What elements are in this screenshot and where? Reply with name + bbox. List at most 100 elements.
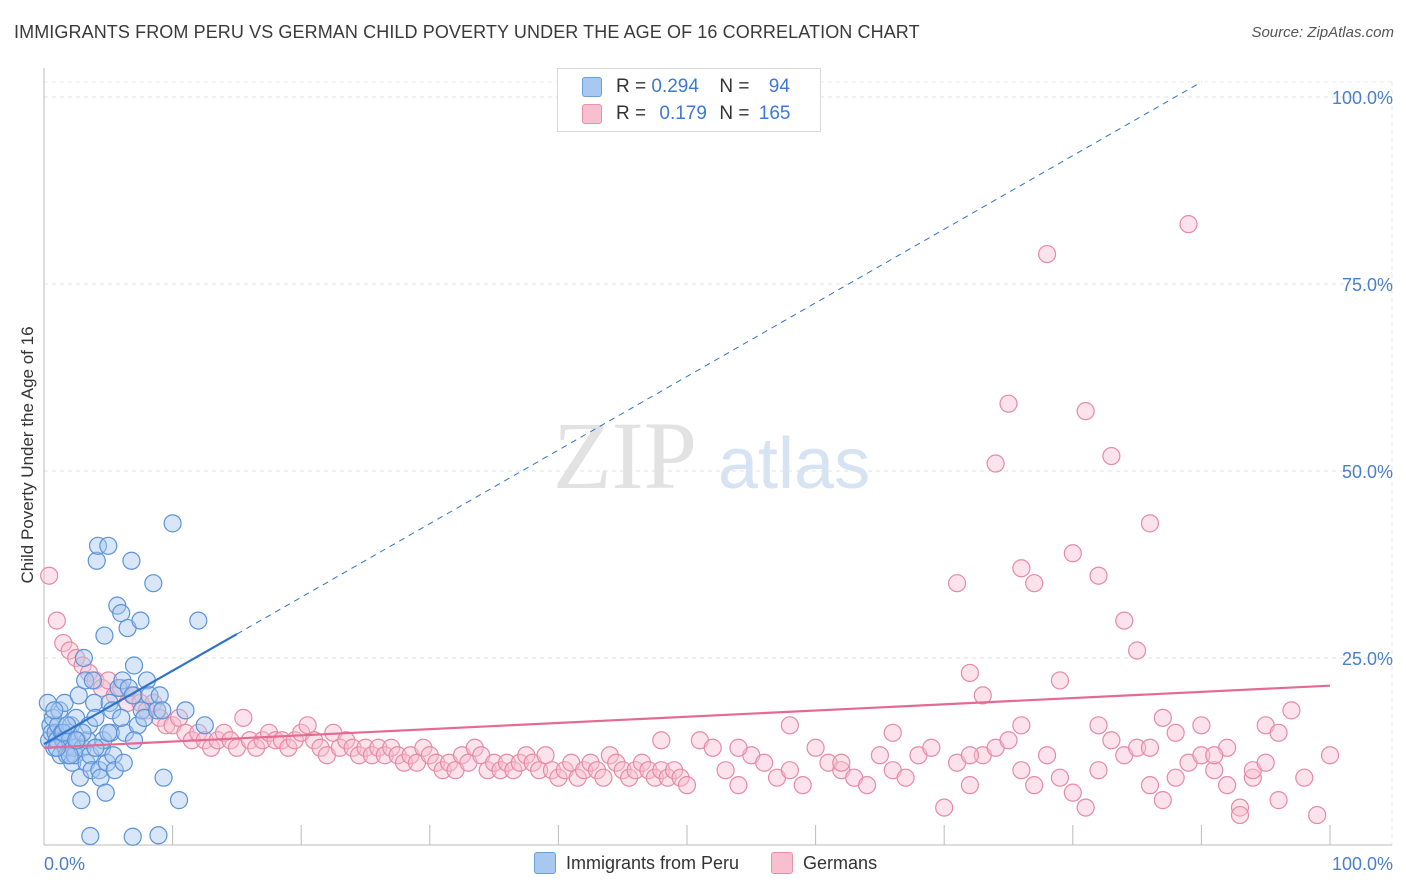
german-point	[304, 731, 324, 750]
legend-row-peru: R = 0.294 N = 94	[582, 75, 790, 99]
german-point	[1179, 215, 1198, 234]
german-point	[542, 761, 562, 780]
german-point	[1127, 738, 1147, 757]
german-point	[1320, 746, 1340, 765]
german-point	[47, 611, 66, 630]
german-point	[298, 716, 317, 735]
legend-swatch-peru	[582, 77, 602, 97]
german-point	[1166, 768, 1185, 787]
german-point	[922, 738, 941, 757]
german-point	[716, 761, 735, 780]
german-point	[658, 768, 677, 787]
peru-point	[176, 701, 195, 720]
german-point	[1140, 776, 1160, 795]
german-point	[67, 648, 86, 668]
peru-point	[76, 671, 95, 690]
peru-point	[163, 514, 182, 533]
german-point	[221, 731, 240, 750]
german-point	[883, 723, 902, 742]
peru-point	[86, 738, 105, 757]
peru-point	[104, 746, 123, 765]
source-label: Source: ZipAtlas.com	[1251, 24, 1394, 41]
german-point	[1076, 798, 1095, 817]
german-point	[414, 738, 433, 757]
german-point	[465, 738, 484, 757]
german-point	[356, 738, 375, 757]
german-point	[240, 731, 259, 750]
legend-r-value: 0.294	[651, 76, 699, 97]
german-point	[394, 753, 414, 772]
german-point	[947, 574, 967, 593]
peru-point	[55, 693, 74, 712]
german-point	[857, 776, 877, 795]
german-point	[1037, 746, 1057, 765]
german-point	[626, 761, 645, 780]
german-point	[600, 746, 619, 765]
german-point	[510, 753, 529, 772]
german-point	[1127, 641, 1147, 660]
german-point	[279, 738, 298, 757]
peru-point	[112, 604, 131, 623]
german-point	[349, 746, 369, 765]
legend-row-germans: R = 0.179 N = 165	[582, 102, 790, 126]
y-tick-label: 100.0%	[1332, 88, 1393, 108]
german-points	[40, 215, 1340, 825]
bottom-legend-label: Germans	[803, 852, 878, 873]
german-point	[1295, 768, 1314, 787]
watermark-zip: ZIP	[553, 402, 697, 509]
peru-points	[38, 514, 214, 846]
german-point	[671, 768, 690, 787]
german-point	[1243, 768, 1262, 787]
german-point	[60, 641, 79, 660]
y-tick-label: 75.0%	[1342, 275, 1393, 295]
german-point	[1089, 716, 1108, 735]
german-point	[420, 746, 439, 765]
german-point	[491, 761, 510, 780]
german-point	[960, 663, 980, 683]
bottom-legend-label: Immigrants from Peru	[566, 852, 740, 873]
german-point	[1269, 791, 1288, 810]
german-point	[497, 753, 517, 772]
german-point	[806, 738, 825, 757]
german-point	[1012, 716, 1031, 735]
peru-point	[113, 671, 132, 690]
german-point	[1282, 701, 1301, 720]
peru-point	[96, 783, 115, 802]
german-point	[369, 738, 388, 757]
german-point	[433, 761, 452, 780]
german-point	[1076, 402, 1095, 421]
peru-trend-extension	[236, 81, 1202, 635]
german-point	[504, 761, 523, 780]
bottom-legend-peru: Immigrants from Peru	[534, 852, 739, 874]
german-point	[214, 723, 234, 742]
german-point	[1192, 716, 1211, 735]
bottom-legend-swatch-peru	[534, 852, 556, 874]
peru-point	[99, 723, 118, 742]
german-point	[587, 761, 607, 780]
german-point	[935, 798, 954, 817]
german-point	[337, 731, 356, 750]
german-point	[639, 761, 658, 780]
gridlines	[44, 81, 1393, 845]
y-tick-label: 25.0%	[1342, 649, 1393, 669]
german-point	[780, 761, 799, 780]
german-point	[54, 633, 73, 653]
peru-point	[81, 826, 100, 846]
german-point	[986, 454, 1005, 473]
peru-point	[63, 753, 82, 772]
tick-labels: 25.0% 50.0% 75.0% 100.0% 0.0% 100.0%	[44, 88, 1393, 874]
german-point	[485, 753, 504, 772]
german-point	[1050, 671, 1070, 690]
x-tick-label: 100.0%	[1332, 854, 1393, 874]
german-point	[478, 761, 497, 780]
peru-point	[114, 753, 133, 772]
peru-point	[153, 701, 172, 720]
german-point	[234, 708, 253, 727]
german-point	[1063, 783, 1082, 802]
peru-point	[195, 716, 214, 735]
peru-point	[148, 701, 167, 720]
german-point	[549, 768, 568, 787]
german-point	[568, 768, 587, 787]
german-point	[1037, 244, 1057, 264]
